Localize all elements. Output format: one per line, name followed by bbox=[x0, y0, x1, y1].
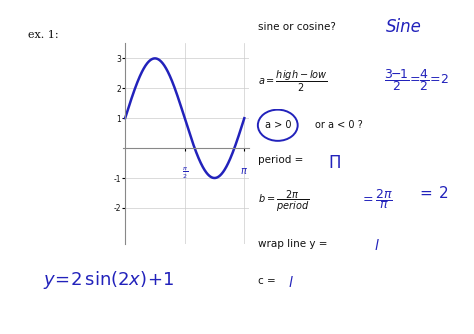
Text: $b=\dfrac{2\pi}{period}$: $b=\dfrac{2\pi}{period}$ bbox=[258, 189, 310, 214]
Text: sine or cosine?: sine or cosine? bbox=[258, 22, 336, 32]
Text: $\dfrac{3\!\!-\!\!1}{2}\!=\!\dfrac{4}{2}\!=\!2$: $\dfrac{3\!\!-\!\!1}{2}\!=\!\dfrac{4}{2}… bbox=[384, 67, 449, 93]
Text: Sine: Sine bbox=[386, 18, 422, 36]
Text: $l$: $l$ bbox=[288, 275, 294, 290]
Text: ex. 1:: ex. 1: bbox=[28, 30, 59, 40]
Text: period =: period = bbox=[258, 155, 307, 165]
Text: or a < 0 ?: or a < 0 ? bbox=[315, 120, 363, 130]
Text: a > 0: a > 0 bbox=[264, 120, 291, 130]
Text: $=\,2$: $=\,2$ bbox=[417, 185, 448, 201]
Text: c =: c = bbox=[258, 276, 279, 286]
Text: wrap line y =: wrap line y = bbox=[258, 239, 331, 249]
Text: $\pi$: $\pi$ bbox=[240, 166, 248, 176]
Text: $=\dfrac{2\pi}{\pi}$: $=\dfrac{2\pi}{\pi}$ bbox=[360, 187, 393, 211]
Text: $y\!=\!2\,\sin(2x)\!+\!1$: $y\!=\!2\,\sin(2x)\!+\!1$ bbox=[43, 269, 174, 291]
Text: $\Pi$: $\Pi$ bbox=[328, 154, 341, 172]
Text: $\frac{\pi}{2}$: $\frac{\pi}{2}$ bbox=[182, 166, 188, 181]
Text: $l$: $l$ bbox=[374, 238, 380, 253]
Text: $a=\dfrac{high-low}{2}$: $a=\dfrac{high-low}{2}$ bbox=[258, 68, 328, 94]
